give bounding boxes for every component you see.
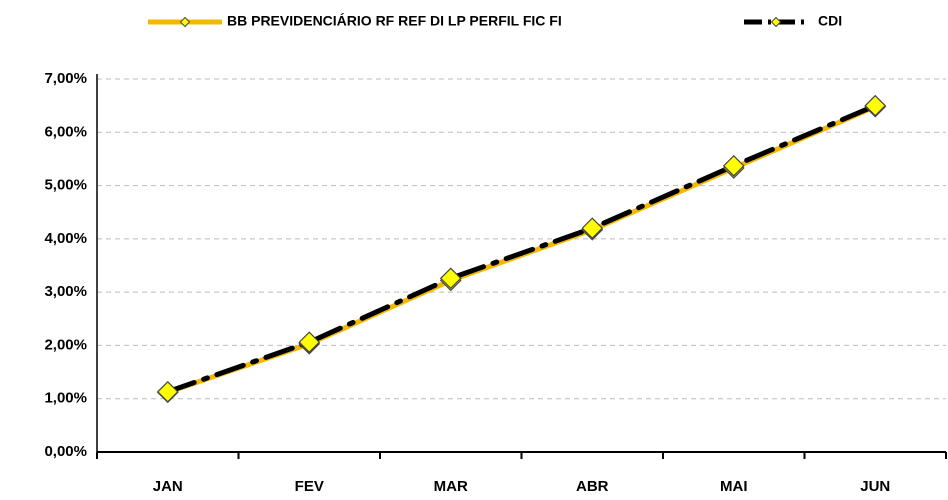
- x-tick-label: JUN: [860, 478, 890, 495]
- y-tick-label: 5,00%: [44, 177, 87, 194]
- legend-label: BB PREVIDENCIÁRIO RF REF DI LP PERFIL FI…: [227, 13, 562, 29]
- marker: [156, 380, 179, 403]
- y-tick-label: 6,00%: [44, 123, 87, 140]
- marker: [864, 94, 887, 117]
- marker: [722, 155, 745, 177]
- y-tick-label: 2,00%: [44, 336, 87, 353]
- marker: [439, 267, 462, 290]
- y-tick-label: 4,00%: [44, 230, 87, 247]
- legend-marker: [770, 16, 782, 28]
- x-tick-label: JAN: [153, 478, 183, 495]
- x-tick-label: FEV: [295, 478, 324, 495]
- y-tick-label: 0,00%: [44, 443, 87, 460]
- y-tick-label: 3,00%: [44, 283, 87, 300]
- y-tick-label: 7,00%: [44, 70, 87, 87]
- y-tick-label: 1,00%: [44, 390, 87, 407]
- marker: [298, 331, 321, 354]
- x-tick-label: MAR: [434, 478, 468, 495]
- legend-label: CDI: [818, 13, 842, 29]
- series-line: [165, 103, 878, 395]
- marker: [581, 217, 604, 240]
- legend-marker: [179, 16, 191, 28]
- x-tick-label: ABR: [576, 478, 609, 495]
- x-tick-label: MAI: [720, 478, 748, 495]
